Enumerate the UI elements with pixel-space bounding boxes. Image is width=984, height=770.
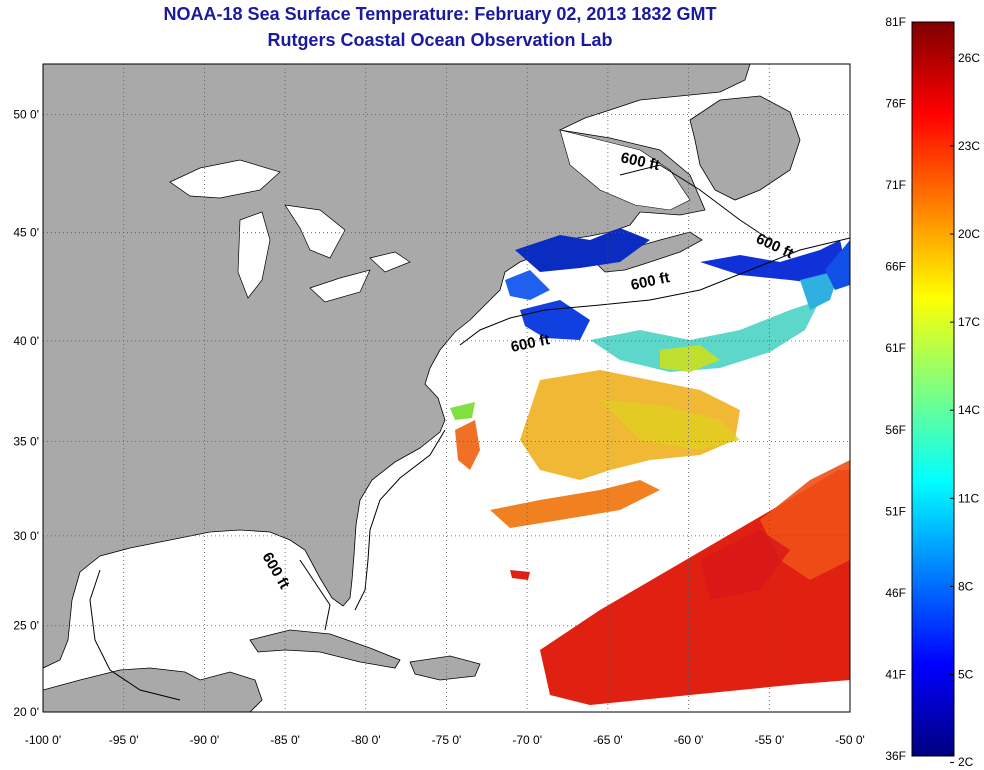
colorbar-fahrenheit-label: 56F xyxy=(885,423,906,437)
gulf-st-lawrence xyxy=(559,129,691,211)
colorbar-celsius-label: 11C xyxy=(958,491,979,505)
colorbar xyxy=(911,21,955,757)
colorbar-celsius-label: 20C xyxy=(958,227,980,241)
colorbar-fahrenheit-label: 61F xyxy=(885,341,906,355)
longitude-tick-label: -55 0' xyxy=(754,733,784,747)
great-lakes xyxy=(169,159,411,303)
colorbar-celsius-labels: 26C 23C 20C 17C 14C 11C 8C 5C 2C xyxy=(950,51,980,769)
colorbar-fahrenheit-label: 66F xyxy=(885,260,906,274)
longitude-tick-label: -65 0' xyxy=(593,733,623,747)
colorbar-celsius-label: 26C xyxy=(958,51,980,65)
colorbar-fahrenheit-label: 81F xyxy=(885,15,906,29)
latitude-tick-label: 30 0' xyxy=(13,529,39,543)
map-frame xyxy=(42,63,851,713)
latitude-tick-label: 20 0' xyxy=(13,705,39,719)
latitude-tick-label: 25 0' xyxy=(13,619,39,633)
north-america-land xyxy=(43,64,751,669)
longitude-tick-label: -100 0' xyxy=(25,733,61,747)
colorbar-fahrenheit-label: 41F xyxy=(885,667,906,681)
longitude-tick-label: -95 0' xyxy=(109,733,139,747)
colorbar-fahrenheit-label: 46F xyxy=(885,586,906,600)
sst-swath xyxy=(450,228,850,705)
longitude-tick-label: -90 0' xyxy=(190,733,220,747)
newfoundland-land xyxy=(689,95,801,201)
latitude-tick-labels: 20 0' 25 0' 30 0' 35 0' 40 0' 45 0' 50 0' xyxy=(13,108,39,719)
longitude-tick-label: -60 0' xyxy=(674,733,704,747)
longitude-tick-label: -80 0' xyxy=(351,733,381,747)
cuba-land xyxy=(249,629,401,669)
hispaniola-land xyxy=(409,655,481,681)
longitude-tick-label: -85 0' xyxy=(270,733,300,747)
longitude-tick-labels: -100 0' -95 0' -90 0' -85 0' -80 0' -75 0' -70… xyxy=(25,733,865,747)
latitude-tick-label: 50 0' xyxy=(13,108,39,122)
colorbar-celsius-label: 8C xyxy=(958,579,974,593)
colorbar-celsius-label: 23C xyxy=(958,139,980,153)
colorbar-fahrenheit-label: 36F xyxy=(885,749,906,763)
colorbar-fahrenheit-label: 71F xyxy=(885,178,906,192)
colorbar-celsius-label: 5C xyxy=(958,667,974,681)
longitude-tick-label: -70 0' xyxy=(512,733,542,747)
colorbar-celsius-label: 2C xyxy=(958,755,974,769)
latitude-tick-label: 35 0' xyxy=(13,434,39,448)
colorbar-fahrenheit-label: 51F xyxy=(885,504,906,518)
colorbar-fahrenheit-labels: 81F 76F 71F 66F 61F 56F 51F 46F 41F 36F xyxy=(885,15,906,763)
latitude-tick-label: 40 0' xyxy=(13,334,39,348)
colorbar-fahrenheit-label: 76F xyxy=(885,97,906,111)
latitude-tick-label: 45 0' xyxy=(13,226,39,240)
map-subtitle: Rutgers Coastal Ocean Observation Lab xyxy=(267,30,613,50)
map-title: NOAA-18 Sea Surface Temperature: Februar… xyxy=(163,4,717,24)
map-grid xyxy=(43,64,850,712)
colorbar-celsius-label: 17C xyxy=(958,315,980,329)
longitude-tick-label: -75 0' xyxy=(432,733,462,747)
colorbar-celsius-label: 14C xyxy=(958,403,980,417)
longitude-tick-label: -50 0' xyxy=(835,733,865,747)
